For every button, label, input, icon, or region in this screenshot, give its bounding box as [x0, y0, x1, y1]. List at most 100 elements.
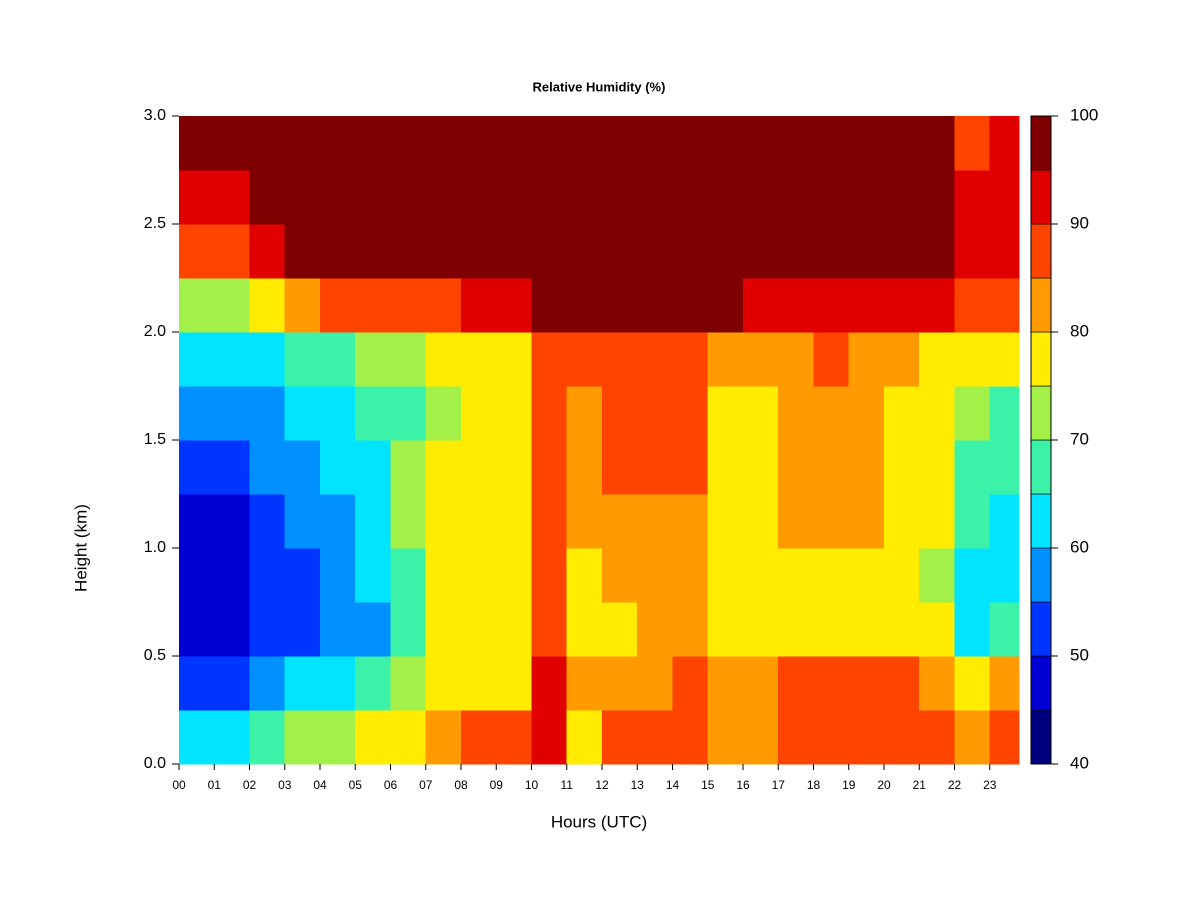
contour-cell: [214, 332, 250, 387]
contour-cell: [848, 278, 885, 333]
contour-cell: [954, 548, 991, 603]
contour-cell: [284, 386, 321, 441]
contour-cell: [460, 494, 497, 549]
contour-cell: [425, 170, 462, 225]
contour-cell: [954, 224, 991, 279]
contour-cell: [848, 494, 885, 549]
contour-cell: [249, 602, 286, 657]
contour-cell: [637, 224, 673, 279]
contour-cell: [778, 386, 814, 441]
contour-cell: [390, 602, 427, 657]
contour-cell: [425, 548, 462, 603]
contour-cell: [531, 224, 568, 279]
contour-cell: [460, 170, 497, 225]
colorbar-swatch: [1030, 709, 1052, 765]
contour-cell: [460, 278, 497, 333]
contour-cell: [813, 656, 850, 711]
contour-cell: [460, 332, 497, 387]
contour-cell: [284, 656, 321, 711]
contour-cell: [179, 656, 215, 711]
colorbar-tick-label: 40: [1070, 753, 1089, 772]
colorbar-swatch: [1030, 331, 1052, 387]
x-tick-label: 08: [454, 778, 468, 792]
contour-cell: [531, 710, 568, 765]
contour-cell: [742, 440, 779, 495]
contour-cell: [742, 494, 779, 549]
contour-cell: [742, 278, 779, 333]
contour-cell: [355, 386, 391, 441]
contour-cell: [989, 278, 1020, 333]
contour-cell: [637, 170, 673, 225]
x-tick-label: 04: [313, 778, 327, 792]
contour-cell: [249, 656, 286, 711]
contour-cell: [778, 602, 814, 657]
colorbar-swatch: [1030, 655, 1052, 711]
contour-cell: [883, 224, 920, 279]
contour-cell: [848, 656, 885, 711]
contour-cell: [284, 494, 321, 549]
contour-cell: [707, 710, 744, 765]
contour-cell: [425, 710, 462, 765]
x-axis-label: Hours (UTC): [551, 812, 647, 831]
contour-cell: [390, 386, 427, 441]
contour-cell: [672, 116, 709, 171]
contour-cell: [954, 710, 991, 765]
contour-cell: [496, 602, 532, 657]
x-tick-label: 21: [913, 778, 927, 792]
contour-cell: [778, 710, 814, 765]
contour-cell: [179, 278, 215, 333]
contour-cell: [637, 710, 673, 765]
contour-cell: [848, 116, 885, 171]
contour-cell: [425, 440, 462, 495]
contour-cell: [425, 278, 462, 333]
colorbar-swatch: [1030, 169, 1052, 225]
contour-cell: [742, 224, 779, 279]
contour-cell: [355, 224, 391, 279]
contour-cell: [919, 548, 955, 603]
contour-cell: [601, 494, 638, 549]
contour-cell: [425, 602, 462, 657]
contour-cell: [566, 332, 603, 387]
contour-cell: [637, 602, 673, 657]
contour-cell: [707, 224, 744, 279]
contour-cell: [813, 332, 850, 387]
contour-cell: [355, 332, 391, 387]
contour-cell: [707, 386, 744, 441]
contour-cell: [672, 386, 709, 441]
contour-cell: [848, 602, 885, 657]
x-tick-label: 17: [772, 778, 786, 792]
contour-cell: [742, 602, 779, 657]
contour-cell: [531, 494, 568, 549]
x-tick-label: 02: [243, 778, 257, 792]
contour-cell: [566, 116, 603, 171]
contour-cell: [319, 224, 356, 279]
x-tick-label: 00: [172, 778, 186, 792]
contour-cell: [883, 548, 920, 603]
contour-cell: [954, 386, 991, 441]
x-tick-label: 06: [384, 778, 398, 792]
colorbar-tick-label: 50: [1070, 645, 1089, 664]
contour-cell: [425, 224, 462, 279]
contour-cell: [496, 710, 532, 765]
y-tick-label: 1.5: [144, 431, 166, 448]
contour-cell: [989, 710, 1020, 765]
contour-cell: [319, 278, 356, 333]
contour-cell: [778, 278, 814, 333]
contour-cell: [214, 710, 250, 765]
contour-cell: [707, 116, 744, 171]
contour-cell: [355, 656, 391, 711]
contour-cell: [531, 548, 568, 603]
x-tick-label: 18: [807, 778, 821, 792]
contour-cell: [989, 224, 1020, 279]
contour-cell: [425, 656, 462, 711]
contour-cell: [883, 278, 920, 333]
contour-cell: [637, 116, 673, 171]
contour-cell: [989, 440, 1020, 495]
contour-cell: [566, 386, 603, 441]
contour-cell: [284, 224, 321, 279]
contour-cell: [883, 332, 920, 387]
contour-cell: [319, 710, 356, 765]
colorbar-tick-label: 80: [1070, 321, 1089, 340]
contour-cell: [919, 710, 955, 765]
x-tick-label: 14: [666, 778, 680, 792]
